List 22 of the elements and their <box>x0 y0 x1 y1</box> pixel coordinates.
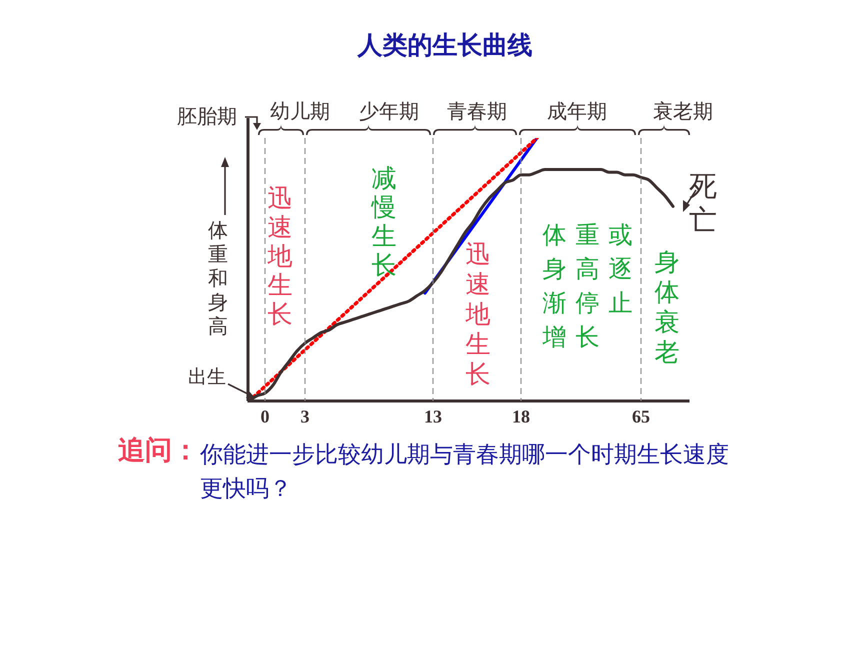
text: 成年期 <box>547 99 607 124</box>
text: 胚胎期 <box>177 104 237 128</box>
x-tick-label: 65 <box>632 406 650 426</box>
text: 出生 <box>188 366 226 388</box>
x-tick-label: 18 <box>512 406 530 426</box>
text: 幼儿期 <box>270 99 330 124</box>
text: 少年期 <box>359 99 419 124</box>
text: 体重或身高逐渐停止增长 <box>542 221 632 352</box>
annotation: 迅速地生长 <box>266 184 292 328</box>
y-axis-title: 体重和身高 <box>208 218 228 338</box>
chart-title: 人类的生长曲线 <box>356 30 532 60</box>
x-tick-label: 13 <box>424 406 442 426</box>
text: 青春期 <box>447 99 507 124</box>
annotation: 迅速地生长 <box>464 240 490 388</box>
annotation: 减慢生长 <box>370 164 396 280</box>
annotation: 死亡 <box>689 169 717 236</box>
x-tick-label: 0 <box>260 406 270 426</box>
annotation: 身体衰老 <box>654 248 680 366</box>
x-tick-label: 3 <box>300 406 310 426</box>
text: 追问： <box>118 434 199 468</box>
text: 衰老期 <box>653 99 713 124</box>
text: 你能进一步比较幼儿期与青春期哪一个时期生长速度更快吗？ <box>200 441 730 504</box>
